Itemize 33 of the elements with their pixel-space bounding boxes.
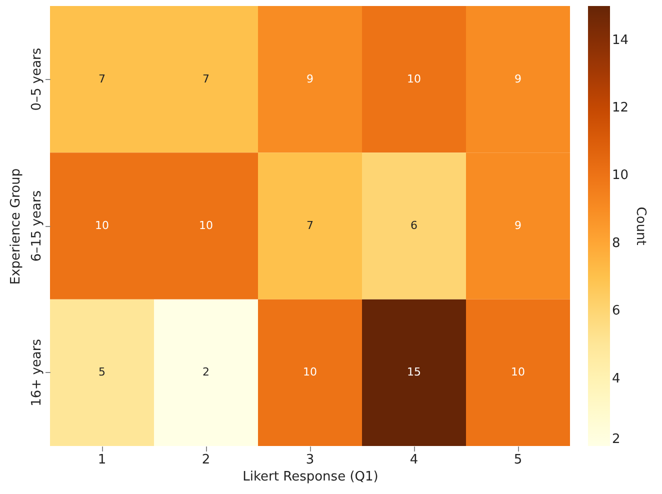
color-bar-label: 6 xyxy=(612,304,620,319)
data-label: 10 xyxy=(199,219,213,232)
x-tick-label: 3 xyxy=(306,452,314,468)
data-label: 9 xyxy=(514,219,522,232)
data-label: 9 xyxy=(514,72,522,86)
data-label: 7 xyxy=(98,72,106,86)
y-tick-label: 16+ years xyxy=(30,338,44,406)
color-bar-label: 4 xyxy=(612,371,620,386)
color-bar-label: 8 xyxy=(612,236,620,251)
x-tick-label: 4 xyxy=(410,452,418,468)
data-label: 10 xyxy=(303,366,317,379)
data-label: 10 xyxy=(95,219,109,232)
x-tick-label: 2 xyxy=(202,452,210,468)
x-tick-label: 1 xyxy=(98,452,106,468)
y-tick-label: 0–5 years xyxy=(30,48,44,111)
color-bar-title: Count xyxy=(633,206,648,246)
data-label: 7 xyxy=(306,219,314,232)
color-bar-label: 10 xyxy=(612,168,629,184)
color-bar-label: 2 xyxy=(612,432,620,447)
y-tick-label: 6–15 years xyxy=(30,190,44,262)
color-bar-label: 12 xyxy=(612,100,629,116)
data-label: 6 xyxy=(410,219,418,232)
x-tick-label: 5 xyxy=(514,452,522,468)
x-axis-title: Likert Response (Q1) xyxy=(242,470,378,484)
y-axis-title: Experience Group xyxy=(8,168,24,285)
color-bar-label: 14 xyxy=(612,32,629,48)
data-label: 7 xyxy=(202,72,210,86)
data-label: 5 xyxy=(98,366,106,379)
data-label: 10 xyxy=(511,366,525,379)
data-label: 9 xyxy=(306,72,314,86)
data-label: 15 xyxy=(407,366,421,379)
data-label: 10 xyxy=(407,72,421,86)
data-label: 2 xyxy=(202,366,210,379)
